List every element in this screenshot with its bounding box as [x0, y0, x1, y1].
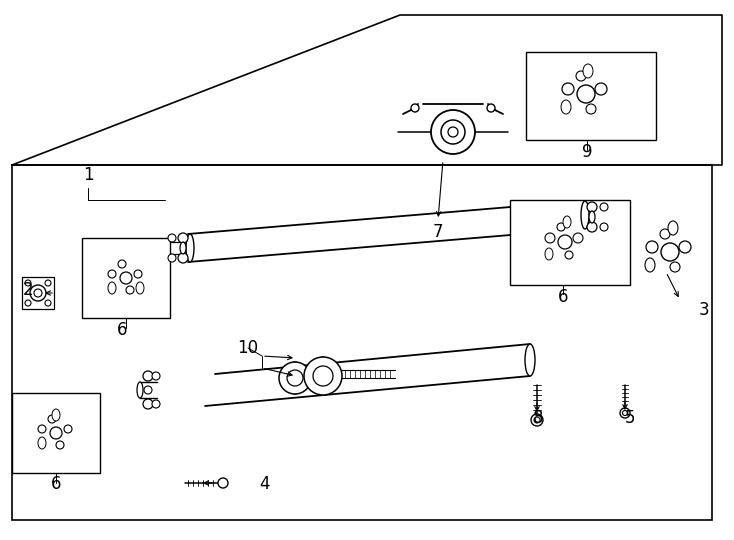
Circle shape: [431, 110, 475, 154]
Circle shape: [600, 203, 608, 211]
Circle shape: [531, 414, 543, 426]
Circle shape: [587, 202, 597, 212]
Circle shape: [600, 223, 608, 231]
Circle shape: [660, 229, 670, 239]
Circle shape: [168, 254, 176, 262]
Circle shape: [565, 251, 573, 259]
Circle shape: [534, 417, 540, 423]
Bar: [526, 52, 656, 140]
Circle shape: [50, 427, 62, 439]
Circle shape: [144, 386, 152, 394]
Text: 4: 4: [259, 475, 269, 493]
Ellipse shape: [180, 242, 186, 254]
Circle shape: [646, 241, 658, 253]
Text: 6: 6: [558, 288, 568, 306]
Circle shape: [670, 262, 680, 272]
Ellipse shape: [108, 282, 116, 294]
Text: 6: 6: [117, 321, 127, 339]
Circle shape: [313, 366, 333, 386]
Text: 7: 7: [433, 223, 443, 241]
Ellipse shape: [561, 100, 571, 114]
Circle shape: [178, 253, 188, 263]
Text: 5: 5: [625, 409, 635, 427]
Circle shape: [218, 478, 228, 488]
Circle shape: [576, 71, 586, 81]
Circle shape: [45, 300, 51, 306]
Circle shape: [595, 83, 607, 95]
Text: 10: 10: [237, 339, 258, 357]
Ellipse shape: [52, 409, 60, 421]
Text: 6: 6: [51, 475, 61, 493]
Text: 9: 9: [582, 143, 592, 161]
Circle shape: [586, 104, 596, 114]
Text: 2: 2: [23, 281, 33, 299]
Circle shape: [120, 272, 132, 284]
Circle shape: [577, 85, 595, 103]
Text: 8: 8: [533, 409, 543, 427]
Circle shape: [661, 243, 679, 261]
Ellipse shape: [668, 221, 678, 235]
Ellipse shape: [525, 344, 535, 376]
Circle shape: [441, 120, 465, 144]
Circle shape: [562, 83, 574, 95]
Ellipse shape: [645, 258, 655, 272]
Circle shape: [143, 399, 153, 409]
Circle shape: [545, 233, 555, 243]
Circle shape: [557, 223, 565, 231]
Ellipse shape: [137, 382, 143, 398]
Ellipse shape: [563, 216, 571, 228]
Ellipse shape: [186, 234, 194, 262]
Ellipse shape: [581, 201, 589, 229]
Circle shape: [25, 300, 31, 306]
Bar: [22, 277, 54, 309]
Ellipse shape: [289, 362, 301, 394]
Circle shape: [679, 241, 691, 253]
Circle shape: [152, 400, 160, 408]
Ellipse shape: [583, 64, 593, 78]
Circle shape: [143, 371, 153, 381]
Circle shape: [622, 410, 628, 415]
Circle shape: [487, 104, 495, 112]
Circle shape: [118, 260, 126, 268]
Bar: [82, 238, 170, 318]
Circle shape: [558, 235, 572, 249]
Ellipse shape: [38, 437, 46, 449]
Text: 3: 3: [699, 301, 709, 319]
Circle shape: [45, 280, 51, 286]
Circle shape: [152, 372, 160, 380]
Bar: [12, 393, 100, 473]
Circle shape: [287, 370, 303, 386]
Ellipse shape: [589, 211, 595, 223]
Circle shape: [64, 425, 72, 433]
Circle shape: [126, 286, 134, 294]
Bar: [510, 200, 630, 285]
Ellipse shape: [545, 248, 553, 260]
Circle shape: [587, 222, 597, 232]
Circle shape: [134, 270, 142, 278]
Circle shape: [56, 441, 64, 449]
Circle shape: [48, 415, 56, 423]
Circle shape: [279, 362, 311, 394]
Circle shape: [411, 104, 419, 112]
Circle shape: [34, 289, 42, 297]
Circle shape: [620, 408, 630, 418]
Ellipse shape: [136, 282, 144, 294]
Circle shape: [38, 425, 46, 433]
Circle shape: [25, 280, 31, 286]
Circle shape: [178, 233, 188, 243]
Text: 1: 1: [83, 166, 93, 184]
Circle shape: [573, 233, 583, 243]
Circle shape: [168, 234, 176, 242]
Circle shape: [304, 357, 342, 395]
Ellipse shape: [316, 357, 330, 395]
Bar: [12, 165, 712, 520]
Circle shape: [448, 127, 458, 137]
Circle shape: [30, 285, 46, 301]
Circle shape: [108, 270, 116, 278]
